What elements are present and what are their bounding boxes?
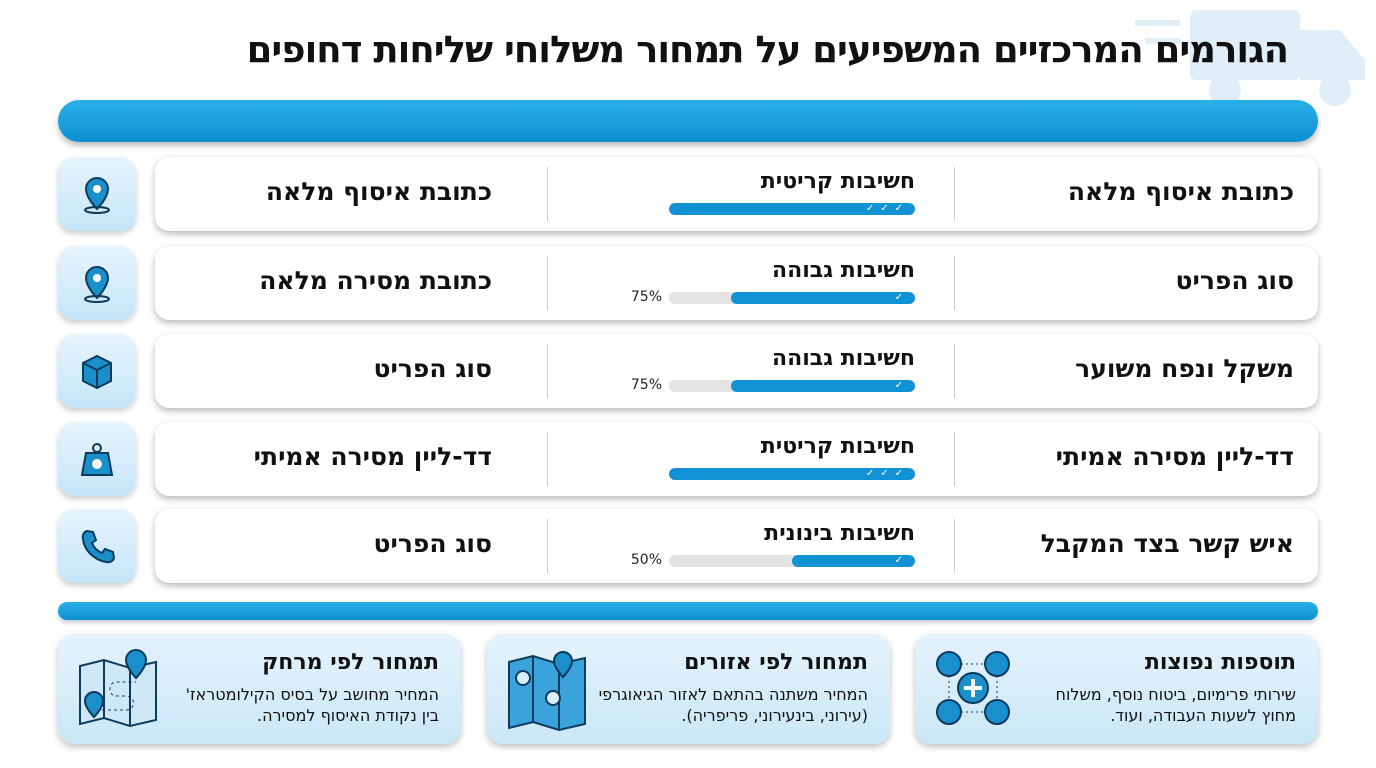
header-bar (58, 100, 1318, 142)
location-pin-icon (84, 176, 110, 214)
phone-icon (81, 529, 116, 564)
importance-bar: ✓ (669, 380, 915, 392)
importance-label: חשיבות גבוהה (772, 258, 915, 283)
column-divider (547, 256, 548, 310)
factor-label: כתובת איסוף מלאה (1067, 177, 1294, 206)
importance-bar-fill: ✓ (730, 380, 915, 392)
detail-label: סוג הפריט (373, 529, 492, 558)
route-map-icon (79, 648, 157, 728)
page-title: הגורמים המרכזיים המשפיעים על תמחור משלוח… (246, 28, 1289, 71)
importance-label: חשיבות בינונית (764, 521, 915, 546)
detail-label: כתובת מסירה מלאה (259, 266, 492, 295)
factor-label: משקל ונפח משוער (1075, 354, 1294, 383)
factor-label: איש קשר בצד המקבל (1040, 529, 1294, 558)
icon-tile (58, 334, 136, 408)
factor-card: כתובת איסוף מלאה חשיבות קריטית ✓✓✓ כתובת… (155, 157, 1318, 231)
importance-bar-fill: ✓✓✓ (669, 468, 915, 480)
icon-tile (58, 157, 136, 231)
detail-label: כתובת איסוף מלאה (265, 177, 492, 206)
importance-percent: 75% (630, 289, 662, 305)
importance-percent: 50% (630, 552, 662, 568)
importance-percent: 75% (630, 377, 662, 393)
factor-row: דד-ליין מסירה אמיתי חשיבות קריטית ✓✓✓ דד… (58, 422, 1318, 496)
factor-card: דד-ליין מסירה אמיתי חשיבות קריטית ✓✓✓ דד… (155, 422, 1318, 496)
importance-label: חשיבות קריטית (760, 169, 915, 194)
column-divider (954, 344, 955, 398)
importance-bar-fill: ✓ (792, 555, 915, 567)
add-ons-icon (936, 651, 1010, 725)
card-zone-pricing: תמחור לפי אזורים המחיר משתנה בהתאם לאזור… (487, 634, 890, 744)
factor-label: דד-ליין מסירה אמיתי (1055, 442, 1294, 471)
importance-bar: ✓ (669, 292, 915, 304)
icon-tile (58, 509, 136, 583)
weight-icon (80, 443, 114, 476)
column-divider (954, 256, 955, 310)
package-box-icon (82, 354, 112, 390)
factor-row: משקל ונפח משוער חשיבות גבוהה ✓ 75% סוג ה… (58, 334, 1318, 408)
importance-bar: ✓✓✓ (669, 203, 915, 215)
card-title: תמחור לפי אזורים (684, 650, 868, 675)
importance-bar: ✓ (669, 555, 915, 567)
card-description: המחיר משתנה בהתאם לאזור הגיאוגרפי (עירונ… (598, 685, 868, 725)
column-divider (547, 432, 548, 486)
factor-label: סוג הפריט (1175, 266, 1294, 295)
column-divider (954, 519, 955, 573)
card-description: שירותי פרימיום, ביטוח נוסף, משלוח מחוץ ל… (1055, 685, 1296, 725)
importance-label: חשיבות גבוהה (772, 346, 915, 371)
factor-card: איש קשר בצד המקבל חשיבות בינונית ✓ 50% ס… (155, 509, 1318, 583)
factor-row: איש קשר בצד המקבל חשיבות בינונית ✓ 50% ס… (58, 509, 1318, 583)
card-title: תמחור לפי מרחק (262, 650, 439, 675)
importance-bar-fill: ✓ (730, 292, 915, 304)
card-title: תוספות נפוצות (1144, 650, 1296, 675)
importance-label: חשיבות קריטית (760, 434, 915, 459)
factor-card: סוג הפריט חשיבות גבוהה ✓ 75% כתובת מסירה… (155, 246, 1318, 320)
column-divider (954, 167, 955, 221)
importance-bar: ✓✓✓ (669, 468, 915, 480)
location-pin-icon (84, 265, 110, 303)
detail-label: סוג הפריט (373, 354, 492, 383)
detail-label: דד-ליין מסירה אמיתי (253, 442, 492, 471)
card-description: המחיר מחושב על בסיס הקילומטראז' בין נקוד… (185, 685, 439, 725)
factor-row: סוג הפריט חשיבות גבוהה ✓ 75% כתובת מסירה… (58, 246, 1318, 320)
column-divider (954, 432, 955, 486)
card-distance-pricing: תמחור לפי מרחק המחיר מחושב על בסיס הקילו… (58, 634, 461, 744)
column-divider (547, 344, 548, 398)
card-add-ons: תוספות נפוצות שירותי פרימיום, ביטוח נוסף… (915, 634, 1318, 744)
column-divider (547, 519, 548, 573)
icon-tile (58, 422, 136, 496)
importance-bar-fill: ✓✓✓ (669, 203, 915, 215)
zones-map-icon (508, 650, 586, 732)
divider-bar (58, 602, 1318, 620)
icon-tile (58, 246, 136, 320)
truck-watermark-icon (1135, 10, 1365, 106)
factor-row: כתובת איסוף מלאה חשיבות קריטית ✓✓✓ כתובת… (58, 157, 1318, 231)
column-divider (547, 167, 548, 221)
factor-card: משקל ונפח משוער חשיבות גבוהה ✓ 75% סוג ה… (155, 334, 1318, 408)
